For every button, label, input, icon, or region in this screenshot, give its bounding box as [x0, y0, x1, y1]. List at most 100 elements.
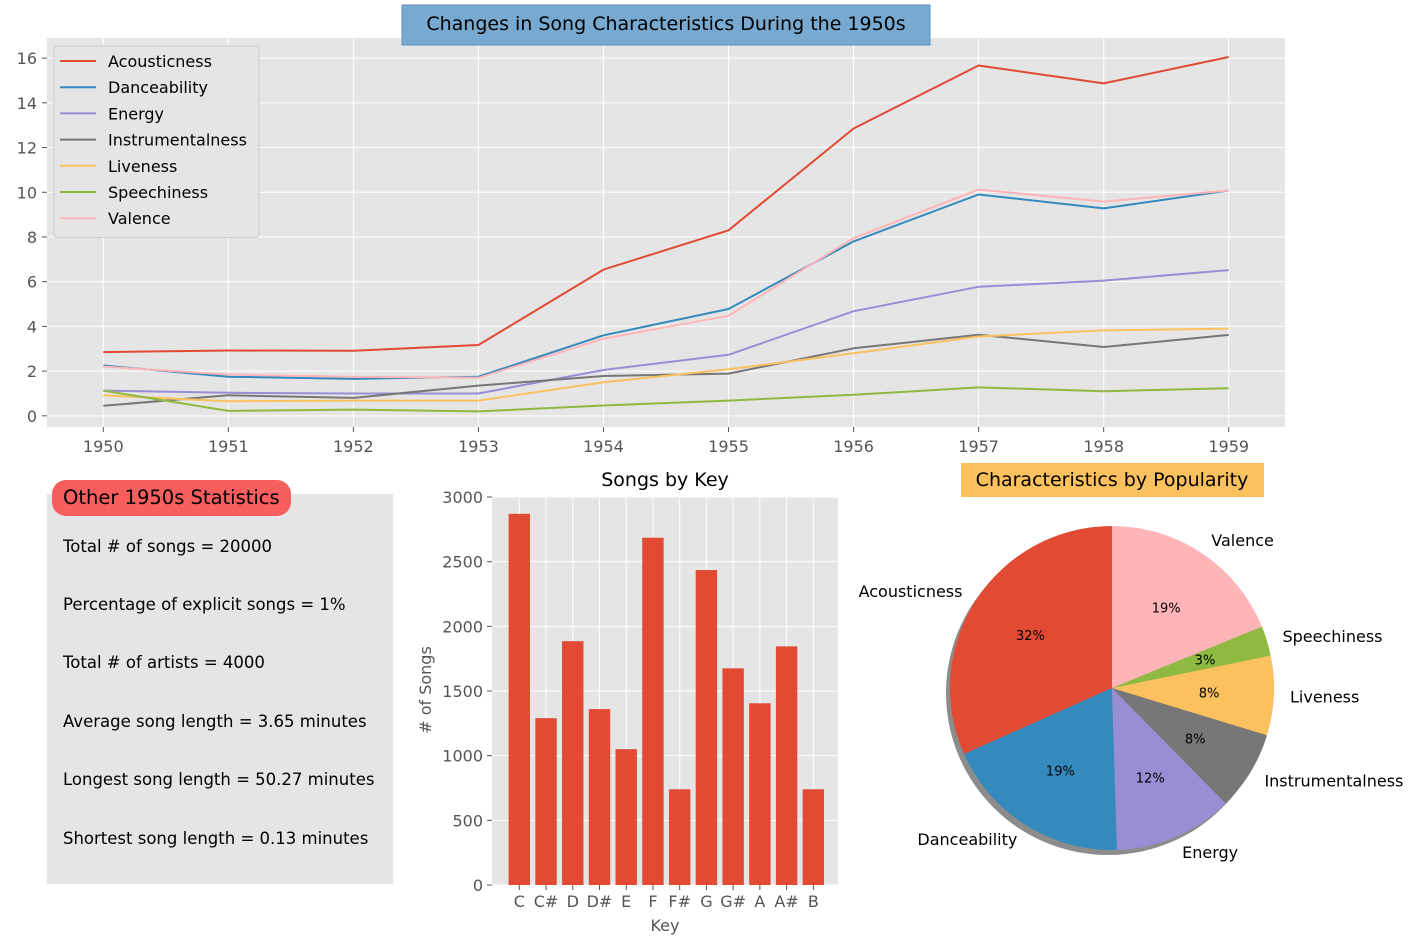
bar-y-tick-label-3000: 3000 [442, 488, 483, 507]
pie-slice-acousticness [950, 526, 1112, 754]
bar-a [749, 703, 771, 885]
line-y-tick-label-14: 14 [17, 94, 37, 113]
pie-percent-energy: 12% [1136, 771, 1165, 786]
stat-shortest-length: Shortest song length = 0.13 minutes [63, 829, 369, 848]
bar-c [508, 513, 530, 885]
line-x-tick-label-1955: 1955 [708, 437, 749, 456]
line-x-tick-label-1959: 1959 [1208, 437, 1249, 456]
stats-title: Other 1950s Statistics [52, 480, 291, 516]
line-title-background [401, 4, 931, 46]
bar-x-tick-label-g-sharp: G# [720, 892, 746, 911]
line-x-tick-label-1958: 1958 [1083, 437, 1124, 456]
pie-percent-acousticness: 32% [1016, 629, 1045, 644]
stat-total-songs: Total # of songs = 20000 [63, 537, 273, 556]
line-x-tick-label-1957: 1957 [958, 437, 999, 456]
line-x-tick-label-1953: 1953 [458, 437, 499, 456]
legend-label-valence: Valence [108, 209, 171, 228]
bar-d-sharp [588, 709, 611, 885]
legend-label-instrumentalness: Instrumentalness [108, 131, 247, 150]
bar-y-tick-label-0: 0 [473, 876, 483, 895]
bar-x-tick-label-a-sharp: A# [774, 892, 798, 911]
pie-slice-valence [1112, 526, 1262, 688]
pie-label-speechiness: Speechiness [1282, 627, 1382, 646]
bar-y-tick-label-2000: 2000 [442, 617, 483, 636]
pie-label-liveness: Liveness [1290, 687, 1359, 706]
bar-e [615, 749, 637, 885]
bar-y-tick-label-500: 500 [452, 811, 483, 830]
pie-percent-liveness: 8% [1199, 687, 1220, 702]
bar-c-sharp [535, 718, 557, 885]
line-y-tick-label-12: 12 [17, 139, 37, 158]
pie-chart-title: Characteristics by Popularity [976, 469, 1249, 491]
bar-x-axis-label: Key [650, 916, 679, 935]
pie-percent-valence: 19% [1152, 601, 1181, 616]
line-x-tick-label-1954: 1954 [583, 437, 624, 456]
pie-percent-speechiness: 3% [1195, 654, 1216, 669]
line-y-tick-label-6: 6 [27, 273, 37, 292]
legend-label-speechiness: Speechiness [108, 183, 208, 202]
line-y-tick-label-4: 4 [27, 317, 37, 336]
pie-percent-instrumentalness: 8% [1185, 732, 1206, 747]
pie-label-energy: Energy [1182, 843, 1238, 862]
bar-y-axis-label: # of Songs [416, 646, 435, 734]
bar-x-tick-label-b: B [808, 892, 819, 911]
pie-title-background [961, 463, 1264, 497]
line-y-tick-label-8: 8 [27, 228, 37, 247]
bar-y-tick-label-1000: 1000 [442, 747, 483, 766]
stat-longest-length: Longest song length = 50.27 minutes [63, 770, 375, 789]
pie-slice-liveness [1112, 655, 1275, 736]
series-line-acousticness [103, 56, 1229, 354]
legend-label-acousticness: Acousticness [108, 52, 212, 71]
pie-label-instrumentalness: Instrumentalness [1264, 771, 1403, 790]
bar-x-tick-label-d: D [567, 892, 579, 911]
pie-percent-danceability: 19% [1046, 764, 1075, 779]
series-line-liveness [103, 327, 1229, 403]
stat-total-artists: Total # of artists = 4000 [63, 653, 265, 672]
bar-chart-title: Songs by Key [601, 469, 729, 491]
series-line-speechiness [103, 386, 1229, 413]
bar-y-tick-label-2500: 2500 [442, 553, 483, 572]
series-line-danceability [103, 189, 1229, 380]
line-chart-title: Changes in Song Characteristics During t… [426, 13, 905, 35]
bar-g [695, 570, 718, 885]
pie-slice-speechiness [1112, 626, 1271, 688]
legend-label-energy: Energy [108, 104, 164, 123]
bar-x-tick-label-d-sharp: D# [587, 892, 613, 911]
line-x-tick-label-1956: 1956 [833, 437, 874, 456]
bar-f-sharp [668, 789, 691, 885]
stat-average-length: Average song length = 3.65 minutes [63, 712, 367, 731]
pie-slice-danceability [964, 688, 1117, 850]
pie-label-danceability: Danceability [917, 830, 1017, 849]
legend-label-danceability: Danceability [108, 78, 208, 97]
bar-x-tick-label-f-sharp: F# [668, 892, 691, 911]
line-y-tick-label-0: 0 [27, 407, 37, 426]
bar-d [562, 641, 584, 885]
bar-x-tick-label-c-sharp: C# [534, 892, 559, 911]
pie-label-valence: Valence [1211, 531, 1274, 550]
bar-x-tick-label-f: F [648, 892, 657, 911]
line-y-tick-label-2: 2 [27, 362, 37, 381]
pie-label-acousticness: Acousticness [859, 582, 963, 601]
bar-x-tick-label-a: A [754, 892, 765, 911]
line-y-tick-label-10: 10 [17, 183, 37, 202]
bar-g-sharp [722, 668, 744, 885]
series-line-valence [103, 188, 1229, 379]
bar-x-tick-label-g: G [700, 892, 712, 911]
legend-label-liveness: Liveness [108, 157, 177, 176]
line-x-tick-label-1951: 1951 [208, 437, 249, 456]
bar-f [642, 537, 664, 885]
pie-slice-instrumentalness [1112, 688, 1267, 804]
stat-explicit-percentage: Percentage of explicit songs = 1% [63, 595, 346, 614]
line-x-tick-label-1952: 1952 [333, 437, 374, 456]
bar-a-sharp [775, 646, 798, 885]
series-line-energy [103, 269, 1229, 395]
line-x-tick-label-1950: 1950 [83, 437, 124, 456]
stats-panel [47, 494, 393, 884]
bar-x-tick-label-c: C [514, 892, 525, 911]
pie-slice-energy [1112, 688, 1226, 850]
bar-y-tick-label-1500: 1500 [442, 682, 483, 701]
bar-b [802, 789, 825, 885]
line-y-tick-label-16: 16 [17, 49, 37, 68]
line-legend-box [53, 45, 260, 238]
